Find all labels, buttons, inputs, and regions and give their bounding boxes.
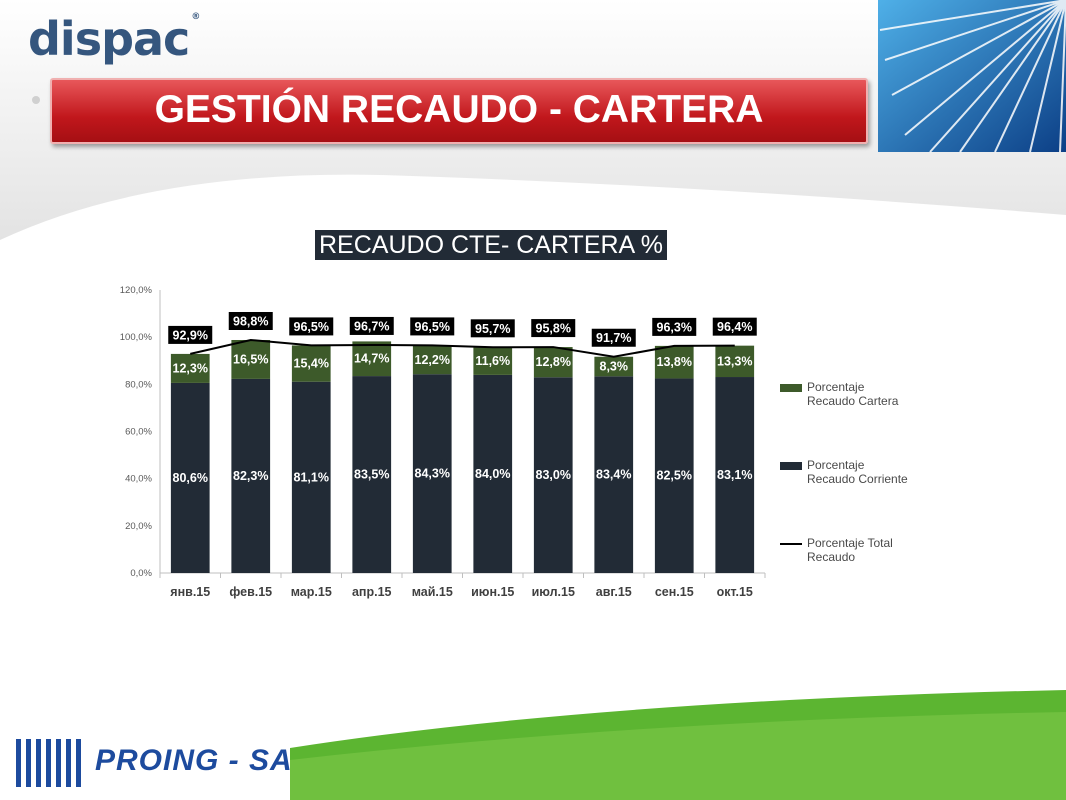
data-label-box-total — [228, 311, 273, 330]
data-label-corriente: 83,0% — [536, 468, 571, 482]
data-label-box-total — [652, 317, 697, 336]
bar-corriente — [715, 377, 755, 573]
data-label-corriente: 82,3% — [233, 469, 268, 483]
proing-logo-stripes — [16, 739, 81, 787]
slide-title: GESTIÓN RECAUDO - CARTERA — [50, 78, 868, 144]
data-label-cartera: 12,3% — [173, 361, 208, 375]
data-label-cartera: 12,2% — [415, 353, 450, 367]
legend-label: Recaudo Cartera — [807, 394, 899, 408]
data-label-total: 96,5% — [294, 320, 329, 334]
data-label-box-total — [470, 319, 515, 338]
data-label-cartera: 12,8% — [536, 355, 571, 369]
data-label-corriente: 81,1% — [294, 470, 329, 484]
data-label-total: 91,7% — [596, 331, 631, 345]
x-tick-label: окт.15 — [717, 585, 753, 599]
data-label-corriente: 83,1% — [717, 468, 752, 482]
data-label-total: 96,5% — [415, 320, 450, 334]
data-label-corriente: 83,5% — [354, 468, 389, 482]
dispac-logo: dispac ® — [28, 12, 200, 66]
data-label-total: 96,4% — [717, 320, 752, 334]
y-tick-label: 100,0% — [120, 332, 153, 343]
legend-label: Porcentaje — [807, 380, 865, 394]
bar-corriente — [291, 381, 331, 573]
legend-label: Recaudo Corriente — [807, 472, 908, 486]
x-tick-label: мар.15 — [291, 585, 332, 599]
x-tick-label: июн.15 — [471, 585, 514, 599]
y-tick-label: 80,0% — [125, 379, 152, 390]
bar-cartera — [170, 353, 210, 383]
bar-corriente — [170, 382, 210, 573]
chart-title: RECAUDO CTE- CARTERA % — [315, 230, 668, 260]
data-label-box-total — [712, 317, 757, 336]
data-label-box-total — [591, 328, 636, 347]
bar-cartera — [533, 347, 573, 378]
bar-corriente — [352, 376, 392, 573]
data-label-total: 92,9% — [173, 328, 208, 342]
data-label-cartera: 16,5% — [233, 352, 268, 366]
legend-label: Porcentaje Total — [807, 536, 893, 550]
data-label-total: 96,3% — [657, 320, 692, 334]
bar-cartera — [715, 345, 755, 378]
data-label-corriente: 83,4% — [596, 468, 631, 482]
x-tick-label: май.15 — [412, 585, 453, 599]
bar-cartera — [291, 345, 331, 382]
legend-line-total — [780, 543, 802, 545]
data-label-cartera: 15,4% — [294, 357, 329, 371]
data-label-total: 96,7% — [354, 319, 389, 333]
x-tick-label: апр.15 — [352, 585, 392, 599]
data-label-cartera: 11,6% — [475, 354, 510, 368]
bar-corriente — [473, 374, 513, 573]
proing-company-name: PROING - SA — [95, 744, 293, 777]
bar-cartera — [412, 345, 452, 375]
data-label-box-total — [349, 316, 394, 335]
bar-cartera — [654, 345, 694, 379]
legend-swatch-corriente — [780, 462, 802, 470]
data-label-box-total — [531, 319, 576, 338]
data-label-total: 98,8% — [233, 314, 268, 328]
x-tick-label: янв.15 — [170, 585, 210, 599]
data-label-cartera: 8,3% — [600, 360, 629, 374]
data-label-corriente: 82,5% — [657, 469, 692, 483]
bar-corriente — [594, 376, 634, 573]
bar-corriente — [654, 378, 694, 573]
data-label-total: 95,8% — [536, 322, 571, 336]
bar-cartera — [231, 339, 271, 379]
bullet-dot — [32, 96, 40, 104]
y-tick-label: 60,0% — [125, 427, 152, 438]
x-tick-label: авг.15 — [596, 585, 632, 599]
data-label-box-total — [410, 317, 455, 336]
y-tick-label: 120,0% — [120, 285, 153, 296]
x-tick-label: сен.15 — [655, 585, 694, 599]
data-label-box-total — [289, 317, 334, 336]
series-line-total — [190, 338, 735, 358]
bar-corriente — [412, 374, 452, 573]
data-label-cartera: 14,7% — [354, 352, 389, 366]
bar-corriente — [231, 378, 271, 573]
legend-label: Porcentaje — [807, 458, 865, 472]
data-label-corriente: 80,6% — [173, 471, 208, 485]
y-tick-label: 0,0% — [130, 568, 152, 579]
x-tick-label: фев.15 — [229, 585, 272, 599]
data-label-box-total — [168, 325, 213, 344]
data-label-cartera: 13,3% — [717, 354, 752, 368]
bar-cartera — [594, 356, 634, 377]
legend-swatch-cartera — [780, 384, 802, 392]
data-label-corriente: 84,3% — [415, 467, 450, 481]
bar-cartera — [473, 347, 513, 375]
data-label-cartera: 13,8% — [657, 355, 692, 369]
data-label-total: 95,7% — [475, 322, 510, 336]
bar-cartera — [352, 341, 392, 377]
data-label-corriente: 84,0% — [475, 467, 510, 481]
legend-label: Recaudo — [807, 550, 856, 564]
bar-corriente — [533, 377, 573, 573]
y-tick-label: 40,0% — [125, 474, 152, 485]
x-tick-label: июл.15 — [532, 585, 575, 599]
y-tick-label: 20,0% — [125, 521, 152, 532]
